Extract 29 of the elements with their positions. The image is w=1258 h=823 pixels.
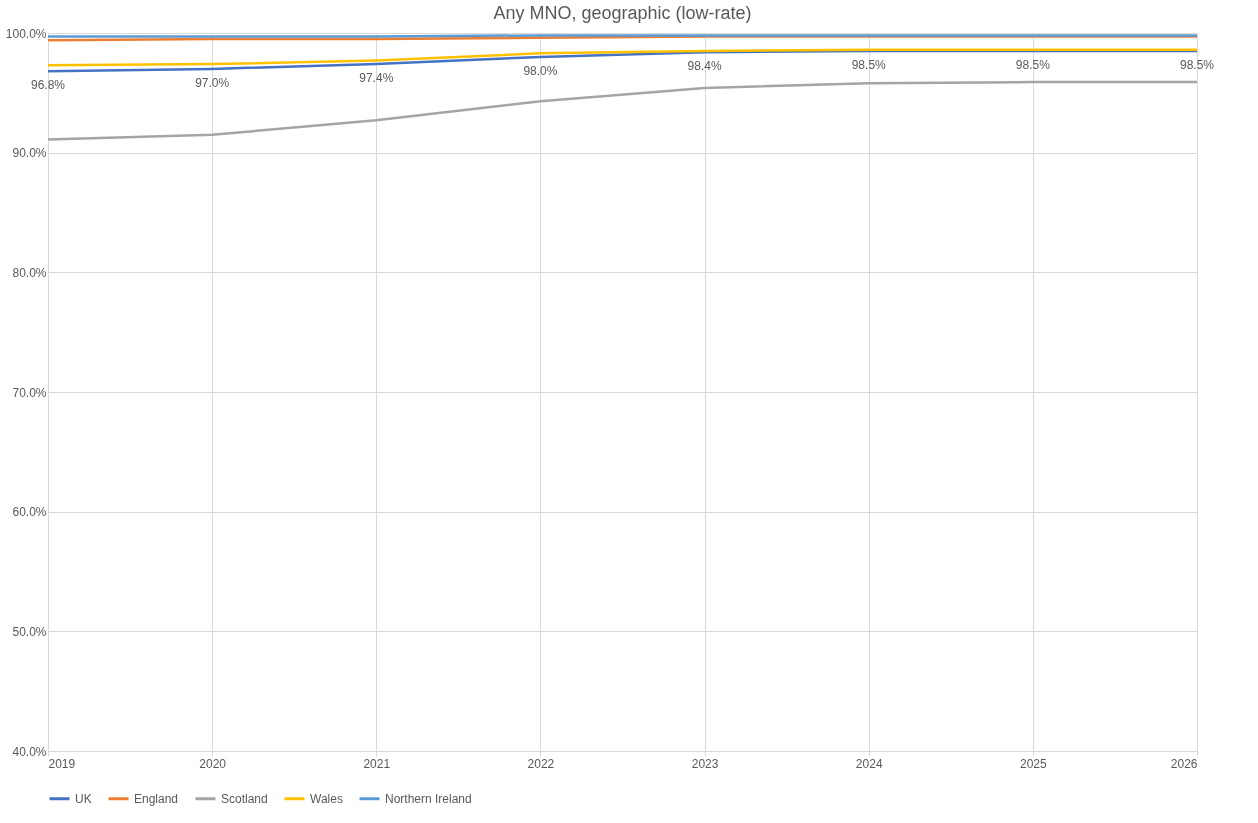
y-tick-label: 60.0%	[12, 505, 47, 520]
x-tick-label: 2022	[527, 756, 555, 771]
x-tick-label: 2024	[855, 756, 883, 771]
x-tick-label: 2023	[691, 756, 719, 771]
legend-label: England	[134, 791, 179, 806]
y-tick-label: 90.0%	[12, 146, 47, 161]
x-tick-label: 2021	[363, 756, 391, 771]
y-tick-label: 100.0%	[5, 26, 47, 41]
legend-label: UK	[75, 791, 92, 806]
chart-title: Any MNO, geographic (low-rate)	[493, 3, 752, 23]
legend-label: Scotland	[221, 791, 268, 806]
data-label: 97.4%	[359, 71, 394, 86]
x-tick-label: 2026	[1170, 756, 1198, 771]
y-tick-label: 50.0%	[12, 624, 47, 639]
x-tick-label: 2020	[199, 756, 227, 771]
data-label: 98.5%	[851, 57, 887, 72]
y-tick-label: 40.0%	[12, 744, 47, 759]
data-label: 98.0%	[523, 63, 558, 78]
data-label: 98.4%	[687, 59, 722, 74]
y-tick-label: 80.0%	[12, 265, 47, 280]
x-tick-label: 2025	[1020, 756, 1048, 771]
y-tick-label: 70.0%	[12, 385, 47, 400]
x-tick-label: 2019	[48, 756, 76, 771]
data-label: 98.5%	[1179, 57, 1215, 72]
legend-label: Wales	[310, 791, 343, 806]
data-label: 98.5%	[1015, 57, 1051, 72]
data-label: 96.8%	[30, 78, 66, 93]
data-label: 97.0%	[195, 75, 230, 90]
legend-label: Northern Ireland	[385, 791, 472, 806]
